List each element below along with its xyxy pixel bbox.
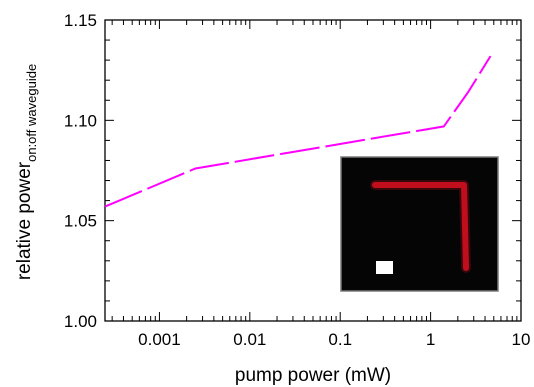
x-tick-label: 0.01 [233,330,266,349]
y-tick-label: 1.00 [64,312,97,331]
x-axis-tick-labels: 0.001 0.01 0.1 1 10 [138,330,530,349]
x-axis-label: pump power (mW) [235,365,391,386]
y-axis-label: relative poweron:off waveguide [14,64,39,280]
x-tick-label: 0.001 [138,330,181,349]
y-axis-tick-labels: 1.00 1.05 1.10 1.15 [64,11,97,331]
y-axis-label-main: relative power [14,161,35,280]
y-tick-label: 1.10 [64,111,97,130]
x-axis-ticks [111,20,522,321]
x-tick-label: 0.1 [328,330,352,349]
inset-waveguide-trace [372,182,469,271]
y-tick-label: 1.05 [64,212,97,231]
y-axis-ticks [105,19,521,322]
microscope-image-inset [340,156,499,292]
inset-scale-marker [376,261,393,274]
x-tick-label: 1 [426,330,435,349]
inset-waveguide-glow [370,180,471,273]
y-tick-label: 1.15 [64,11,97,30]
series-line [104,55,492,208]
y-axis-label-subscript: on:off waveguide [24,64,39,162]
inset-background [340,156,499,292]
x-tick-label: 10 [512,330,531,349]
